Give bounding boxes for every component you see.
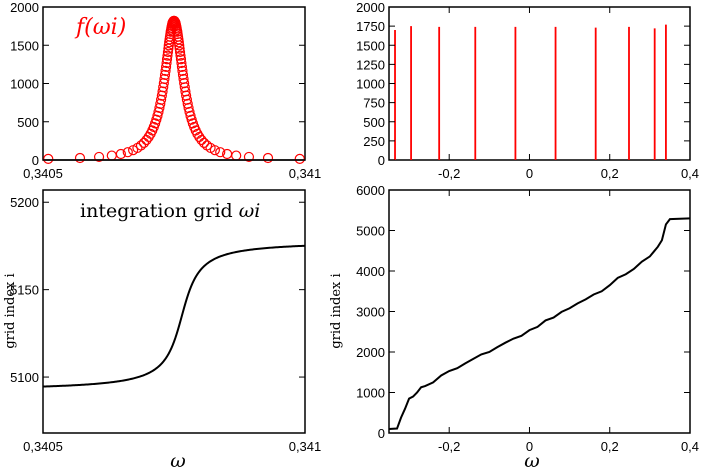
annotation-integration-grid-text: integration grid	[80, 200, 239, 222]
tl-point-29	[160, 61, 172, 73]
tl-point-10	[141, 134, 152, 146]
br-grid-curve	[388, 217, 691, 430]
br-ytick-label-3: 3000	[356, 305, 385, 320]
tl-point-16	[151, 114, 162, 125]
tl-point-81	[184, 106, 195, 118]
tl-ytick-label-1: 500	[17, 115, 39, 130]
tl-point-33	[162, 46, 174, 58]
tr-ytick-label-3: 750	[363, 96, 385, 111]
panel-bl: 0,3405 0,341 5100 5150 5200	[10, 190, 321, 454]
annotation-integration-grid-math: ωi	[239, 200, 261, 222]
xlabel-bottom-left: ω	[170, 450, 186, 468]
ylabel-bottom-right: grid index i	[329, 273, 344, 348]
panel-tr-frame	[388, 6, 691, 161]
bl-ytick-label-0: 5100	[10, 370, 39, 385]
tl-point-27	[159, 69, 171, 81]
tl-point-82	[185, 110, 196, 121]
tl-point-89	[196, 134, 207, 146]
tl-point-0	[43, 153, 54, 164]
tl-point-80	[183, 102, 194, 114]
tl-point-99	[294, 153, 305, 164]
tl-point-98	[262, 152, 274, 164]
tl-ytick-label-2: 1000	[10, 77, 39, 92]
tr-ytick-label-7: 1750	[356, 19, 385, 34]
tr-xtick-label-0: -0,2	[438, 166, 460, 181]
tl-point-2	[93, 151, 105, 163]
panel-br: -0,2 0 0,2 0,4 0 1000 2000 3000 4000 5000 6000	[356, 183, 699, 454]
tl-point-26	[159, 73, 170, 85]
bl-ytick-label-2: 5200	[10, 195, 39, 210]
tl-point-96	[231, 150, 242, 161]
tr-ytick-label-6: 1500	[356, 38, 385, 53]
tl-point-93	[209, 145, 220, 156]
tl-point-73	[178, 73, 189, 85]
tl-point-67	[175, 50, 186, 61]
tl-point-69	[176, 57, 187, 69]
br-ytick-label-2: 2000	[356, 345, 385, 360]
br-ytick-label-6: 6000	[356, 183, 385, 198]
tl-point-30	[161, 57, 172, 69]
tl-point-5	[122, 147, 133, 158]
tl-point-31	[161, 54, 173, 65]
tl-point-79	[182, 98, 193, 109]
br-ytick-label-4: 4000	[356, 264, 385, 279]
tl-point-64	[174, 40, 185, 51]
tl-point-65	[174, 43, 185, 54]
br-ytick-label-5: 5000	[356, 224, 385, 239]
ylabel-bottom-left: grid index i	[3, 273, 18, 348]
br-ytick-label-1: 1000	[356, 386, 385, 401]
panel-br-frame	[388, 189, 691, 434]
br-xtick-label-2: 0,2	[601, 439, 619, 454]
panel-tl: 0,3405 0,341 0 500 1000 1500 2000	[10, 0, 321, 181]
panel-tr: -0,2 0 0,2 0,4 0 250 500 750 1000 1250 1500 1750 200…	[356, 0, 699, 181]
tl-ytick-label-4: 2000	[10, 0, 39, 15]
panel-bl-frame	[42, 189, 306, 434]
br-xtick-label-1: 0	[526, 439, 533, 454]
tl-point-70	[176, 61, 188, 73]
tl-xtick-label-1: 0,341	[289, 166, 322, 181]
tl-point-97	[243, 151, 255, 163]
tl-point-3	[106, 150, 117, 161]
tr-ytick-label-8: 2000	[356, 0, 385, 15]
tl-ytick-label-0: 0	[32, 153, 39, 168]
tl-point-90	[198, 137, 210, 148]
tl-point-25	[158, 78, 169, 89]
tl-point-32	[162, 50, 173, 61]
tl-point-63	[173, 37, 184, 48]
tl-point-28	[160, 65, 171, 76]
br-xtick-label-3: 0,4	[681, 439, 699, 454]
tr-xtick-label-1: 0	[526, 166, 533, 181]
tl-point-1	[74, 152, 86, 164]
tr-ytick-label-1: 250	[363, 134, 385, 149]
tl-point-18	[153, 106, 164, 118]
bl-grid-curve	[42, 244, 306, 388]
tl-point-72	[177, 69, 189, 81]
bl-xtick-label-0: 0,3405	[23, 439, 63, 454]
tl-point-24	[158, 82, 169, 93]
tl-point-17	[152, 110, 163, 121]
tl-point-68	[175, 54, 187, 65]
bl-xtick-label-1: 0,341	[289, 439, 322, 454]
tr-xtick-label-2: 0,2	[601, 166, 619, 181]
tr-ytick-label-2: 500	[363, 115, 385, 130]
br-xtick-label-0: -0,2	[438, 439, 460, 454]
tl-xtick-label-0: 0,3405	[23, 166, 63, 181]
tr-ytick-label-5: 1250	[356, 57, 385, 72]
tl-point-8	[135, 140, 147, 151]
tl-point-4	[115, 148, 126, 160]
annotation-integration-grid: integration grid ωi	[80, 200, 260, 222]
tr-ytick-label-4: 1000	[356, 77, 385, 92]
xlabel-bottom-right: ω	[524, 450, 540, 468]
tl-ytick-label-3: 1500	[10, 38, 39, 53]
br-ytick-label-0: 0	[378, 426, 385, 441]
tl-point-71	[177, 65, 188, 76]
tr-xtick-label-3: 0,4	[681, 166, 699, 181]
annotation-f-omega: f(ωi)	[74, 15, 126, 40]
tl-point-94	[215, 147, 226, 158]
tr-ytick-label-0: 0	[378, 153, 385, 168]
tl-point-66	[174, 46, 186, 58]
bl-ytick-label-1: 5150	[10, 283, 39, 298]
